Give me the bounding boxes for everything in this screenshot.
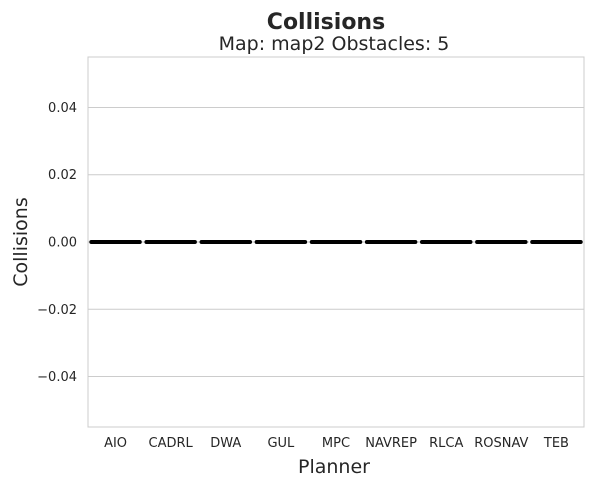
chart-subtitle: Map: map2 Obstacles: 5 bbox=[219, 33, 450, 55]
y-gridlines bbox=[88, 106, 584, 378]
x-tick-label: NAVREP bbox=[365, 436, 417, 451]
y-axis-label: Collisions bbox=[10, 197, 32, 286]
x-tick-label: ROSNAV bbox=[474, 436, 528, 451]
plot-frame bbox=[87, 56, 585, 428]
x-tick-labels: AIO CADRL DWA GUL MPC NAVREP RLCA ROSNAV TEB bbox=[104, 436, 569, 451]
x-axis-label: Planner bbox=[298, 456, 370, 478]
y-tick-labels: −0.04 −0.02 0.00 0.02 0.04 bbox=[37, 101, 77, 385]
chart-title: Collisions bbox=[267, 10, 385, 35]
y-tick-label: −0.04 bbox=[37, 370, 77, 385]
x-tick-label: AIO bbox=[104, 436, 127, 451]
x-tick-label: RLCA bbox=[429, 436, 463, 451]
x-tick-label: TEB bbox=[543, 436, 569, 451]
x-tick-label: MPC bbox=[322, 436, 350, 451]
x-tick-label: DWA bbox=[210, 436, 241, 451]
x-tick-label: GUL bbox=[267, 436, 295, 451]
y-tick-label: 0.04 bbox=[48, 101, 77, 116]
y-tick-label: −0.02 bbox=[37, 303, 77, 318]
x-tick-label: CADRL bbox=[149, 436, 194, 451]
y-tick-label: 0.02 bbox=[48, 168, 77, 183]
y-tick-label: 0.00 bbox=[48, 236, 77, 251]
